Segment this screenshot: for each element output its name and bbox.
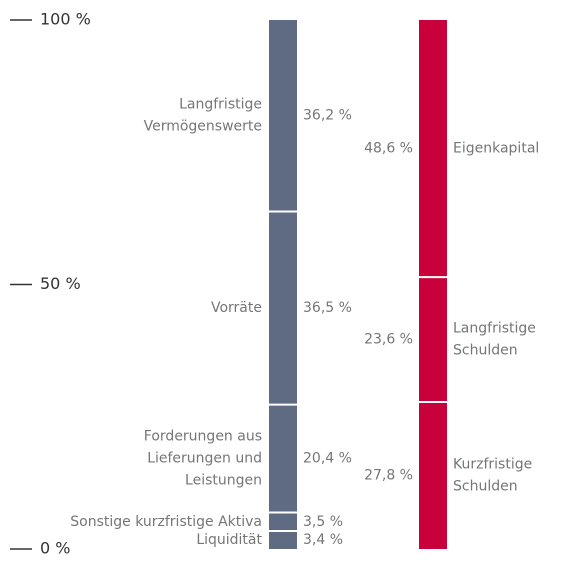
segment-label-line: Sonstige kurzfristige Aktiva [70,514,262,530]
segment-label: Kurzfristige Schulden [453,456,532,494]
segment-label-line: Vorräte [211,300,262,316]
segment-label: Forderungen aus Lieferungen und Leistungen [144,429,262,489]
value-label: 48,6 % [364,141,413,157]
bar-segment [269,404,297,513]
bar-segment [269,211,297,405]
segment-label-line: Leistungen [185,473,262,489]
segment-label: Eigenkapital [453,141,539,157]
segment-label-line: Eigenkapital [453,141,539,157]
segment-label: Langfristige Vermögenswerte [144,97,262,135]
segment-label-line: Forderungen aus [144,429,262,445]
value-label: 36,5 % [303,300,352,316]
y-tick-label: 100 % [40,10,91,29]
value-label: 27,8 % [364,467,413,483]
value-label: 3,4 % [303,532,343,548]
value-label: 20,4 % [303,451,352,467]
segment-label-line: Lieferungen und [147,451,262,467]
segment-label-line: Langfristige [453,321,536,337]
y-tick-label: 0 % [40,539,70,558]
y-tick-label: 50 % [40,274,81,293]
segment-label-line: Liquidität [196,532,262,548]
segment-label-line: Kurzfristige [453,456,532,472]
segment-label: Langfristige Schulden [453,321,536,359]
segment-label-line: Langfristige [179,97,262,113]
bar-segment [269,512,297,532]
bar-segment [419,277,447,402]
segment-label: Liquidität [196,532,262,548]
segment-label-line: Schulden [453,478,518,494]
value-label: 3,5 % [303,514,343,530]
segment-label-line: Schulden [453,343,518,359]
bar-segment [269,531,297,549]
bar-segment [419,20,447,278]
bar-segment [419,401,447,549]
segment-label: Vorräte [211,300,262,316]
segment-label-line: Vermögenswerte [144,119,262,135]
value-label: 23,6 % [364,332,413,348]
bar-segment [269,20,297,212]
value-label: 36,2 % [303,108,352,124]
segment-label: Sonstige kurzfristige Aktiva [70,514,262,530]
